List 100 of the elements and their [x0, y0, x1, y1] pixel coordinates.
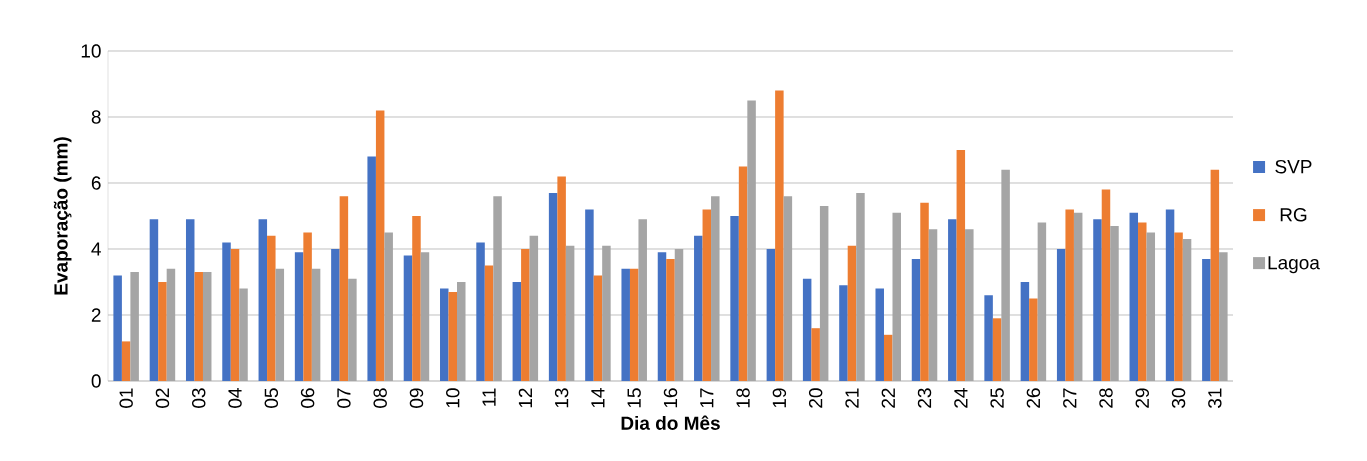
y-tick-label: 6: [91, 176, 101, 190]
bar: [420, 252, 430, 381]
x-tick-label: 01: [119, 388, 133, 408]
bar: [258, 219, 268, 381]
bar: [856, 192, 865, 381]
bar: [311, 268, 321, 381]
bar: [956, 150, 966, 381]
x-tick-label: 23: [917, 388, 932, 408]
bar: [412, 216, 421, 381]
bar: [621, 268, 630, 381]
x-tick-label: 04: [228, 388, 242, 408]
bar: [239, 288, 248, 381]
bar: [674, 249, 684, 381]
x-tick-label: 14: [591, 388, 605, 408]
bar: [965, 229, 974, 381]
bar: [629, 268, 639, 381]
x-tick-label: 28: [1099, 388, 1113, 408]
bar: [548, 192, 558, 381]
bar: [1056, 249, 1066, 381]
bar: [1037, 222, 1047, 381]
x-tick-label: 26: [1026, 388, 1041, 408]
bar: [440, 288, 449, 381]
x-tick-label: 05: [264, 388, 279, 408]
x-tick-label: 03: [192, 388, 206, 408]
bar: [521, 249, 530, 381]
y-tick-label: 0: [91, 374, 101, 388]
bar: [802, 278, 812, 381]
bar: [992, 318, 1002, 381]
x-tick-label: 20: [808, 388, 823, 408]
bar: [1146, 232, 1156, 381]
bar: [1073, 212, 1083, 381]
x-tick-label: 18: [736, 388, 750, 408]
bar: [294, 252, 304, 381]
bar: [738, 166, 748, 381]
x-tick-label: 12: [518, 388, 532, 408]
x-tick-label: 07: [337, 388, 351, 408]
bar: [185, 219, 195, 381]
bar: [557, 176, 566, 381]
bar: [702, 209, 712, 381]
bar: [783, 196, 793, 381]
bar: [1101, 189, 1111, 381]
x-axis-title: Dia do Mês: [621, 415, 720, 430]
bar: [839, 285, 848, 381]
legend-label: RG: [1280, 208, 1307, 222]
bar: [403, 255, 413, 381]
y-tick-label: 4: [91, 242, 101, 256]
y-axis-title: Evaporação (mm): [53, 137, 72, 295]
bar: [657, 252, 667, 381]
x-tick-label: 17: [700, 388, 714, 408]
bar: [730, 216, 739, 381]
bar: [1138, 222, 1147, 381]
bar: [113, 275, 122, 381]
bar: [166, 268, 176, 381]
x-tick-label: 02: [155, 388, 170, 408]
bar: [811, 328, 820, 381]
bar: [883, 334, 893, 381]
bar: [512, 282, 522, 381]
bar: [1110, 225, 1119, 381]
y-tick-label: 2: [91, 308, 101, 322]
bar: [948, 219, 957, 381]
x-tick-label: 19: [772, 388, 787, 408]
bar: [1001, 169, 1010, 381]
bar: [331, 249, 340, 381]
bar: [493, 196, 502, 381]
bar: [766, 249, 776, 381]
bar: [775, 90, 784, 381]
bar: [202, 272, 212, 381]
bar: [711, 196, 720, 381]
bar: [875, 288, 884, 381]
bar: [666, 258, 675, 381]
bar: [585, 209, 594, 381]
bar: [1182, 239, 1192, 381]
bar: [593, 275, 603, 381]
bar: [920, 202, 929, 381]
y-tick-label: 8: [91, 110, 101, 124]
x-tick-label: 15: [627, 388, 641, 408]
bar: [303, 232, 312, 381]
x-tick-label: 13: [554, 388, 569, 408]
bar: [339, 196, 349, 381]
bar: [1129, 212, 1139, 381]
bar: [638, 219, 647, 381]
bar: [602, 245, 611, 381]
legend-label: Lagoa: [1268, 256, 1320, 274]
bar: [275, 268, 285, 381]
x-tick-label: 11: [482, 388, 496, 406]
x-tick-label: 30: [1171, 388, 1186, 408]
x-tick-label: 22: [881, 388, 895, 408]
bar: [484, 265, 494, 381]
x-tick-label: 16: [663, 388, 678, 408]
x-tick-label: 21: [845, 388, 859, 408]
bar: [230, 249, 240, 381]
bar: [476, 242, 485, 381]
bar: [457, 282, 466, 381]
x-tick-label: 08: [373, 388, 387, 408]
bar: [694, 235, 703, 381]
y-tick-label: 10: [81, 44, 101, 58]
bar: [565, 245, 575, 381]
x-tick-label: 29: [1135, 388, 1149, 408]
bar: [267, 235, 276, 381]
bar: [1174, 232, 1183, 381]
